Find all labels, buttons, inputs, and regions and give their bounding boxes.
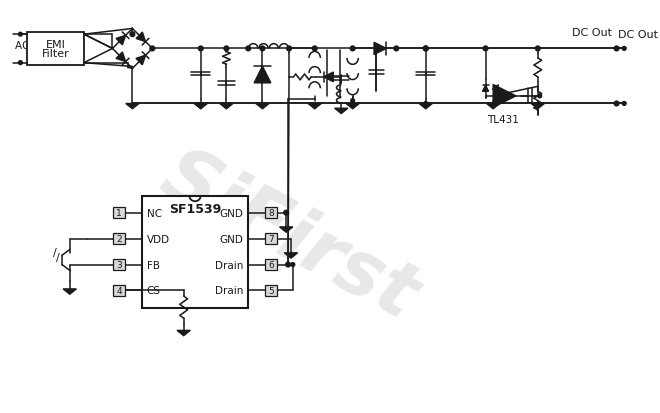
Polygon shape: [220, 104, 233, 109]
Circle shape: [18, 62, 22, 65]
Text: 5: 5: [268, 286, 274, 295]
FancyBboxPatch shape: [265, 207, 277, 219]
Circle shape: [291, 263, 295, 267]
Circle shape: [350, 100, 354, 103]
Polygon shape: [419, 104, 432, 109]
Polygon shape: [254, 67, 271, 84]
Text: /: /: [57, 252, 60, 262]
Polygon shape: [346, 104, 359, 109]
Circle shape: [622, 102, 626, 106]
Circle shape: [260, 47, 265, 52]
Polygon shape: [126, 104, 139, 109]
Polygon shape: [116, 53, 125, 62]
FancyBboxPatch shape: [265, 259, 277, 271]
Text: /: /: [53, 248, 56, 258]
Text: CS: CS: [147, 286, 160, 296]
Text: SiFirst: SiFirst: [148, 139, 430, 335]
Text: 4: 4: [116, 286, 122, 295]
Polygon shape: [116, 36, 125, 46]
Circle shape: [424, 102, 428, 106]
Text: 2: 2: [116, 235, 122, 244]
Polygon shape: [308, 104, 321, 109]
Polygon shape: [493, 85, 516, 108]
Text: TL431: TL431: [486, 115, 519, 125]
Text: SF1539: SF1539: [169, 203, 221, 216]
Text: Drain: Drain: [215, 286, 244, 296]
Polygon shape: [136, 56, 146, 66]
Circle shape: [535, 47, 540, 52]
FancyBboxPatch shape: [114, 233, 125, 244]
Polygon shape: [482, 86, 488, 92]
Circle shape: [312, 47, 317, 52]
Circle shape: [622, 47, 626, 51]
Circle shape: [423, 47, 428, 52]
Polygon shape: [136, 33, 146, 43]
FancyBboxPatch shape: [114, 259, 125, 271]
FancyBboxPatch shape: [114, 285, 125, 297]
Text: GND: GND: [220, 208, 244, 218]
Text: GND: GND: [220, 234, 244, 244]
Circle shape: [614, 47, 619, 52]
Circle shape: [130, 33, 135, 38]
Text: Filter: Filter: [42, 49, 69, 59]
Circle shape: [423, 47, 428, 52]
Polygon shape: [335, 109, 348, 114]
Text: 6: 6: [268, 261, 274, 269]
Circle shape: [246, 47, 251, 52]
Text: AC IN: AC IN: [15, 40, 43, 50]
Circle shape: [286, 47, 292, 52]
Circle shape: [150, 47, 154, 52]
Polygon shape: [531, 104, 544, 109]
Polygon shape: [194, 104, 207, 109]
Text: VDD: VDD: [147, 234, 170, 244]
Circle shape: [286, 263, 290, 267]
Text: 3: 3: [116, 261, 122, 269]
Circle shape: [394, 47, 399, 52]
Polygon shape: [177, 330, 190, 336]
Circle shape: [614, 102, 619, 107]
Polygon shape: [284, 253, 298, 259]
Text: NC: NC: [147, 208, 162, 218]
Bar: [142, 196, 248, 308]
FancyBboxPatch shape: [114, 207, 125, 219]
Polygon shape: [256, 104, 269, 109]
Text: DC Out: DC Out: [572, 28, 612, 38]
Circle shape: [538, 95, 542, 99]
Circle shape: [287, 47, 291, 51]
Text: 1: 1: [116, 209, 122, 218]
FancyBboxPatch shape: [265, 285, 277, 297]
FancyBboxPatch shape: [265, 233, 277, 244]
Polygon shape: [486, 104, 500, 109]
Text: Drain: Drain: [215, 260, 244, 270]
Polygon shape: [374, 43, 386, 55]
Circle shape: [224, 47, 229, 52]
Text: DC Out: DC Out: [618, 30, 659, 40]
Circle shape: [284, 211, 288, 216]
Text: 8: 8: [268, 209, 274, 218]
Circle shape: [199, 47, 203, 52]
Circle shape: [483, 47, 488, 52]
Circle shape: [350, 47, 355, 52]
Circle shape: [18, 33, 22, 37]
Polygon shape: [63, 289, 77, 294]
Polygon shape: [280, 227, 293, 233]
Text: FB: FB: [147, 260, 160, 270]
Text: EMI: EMI: [46, 40, 65, 50]
Text: 7: 7: [268, 235, 274, 244]
Bar: [27, 33, 84, 65]
Polygon shape: [323, 73, 333, 83]
